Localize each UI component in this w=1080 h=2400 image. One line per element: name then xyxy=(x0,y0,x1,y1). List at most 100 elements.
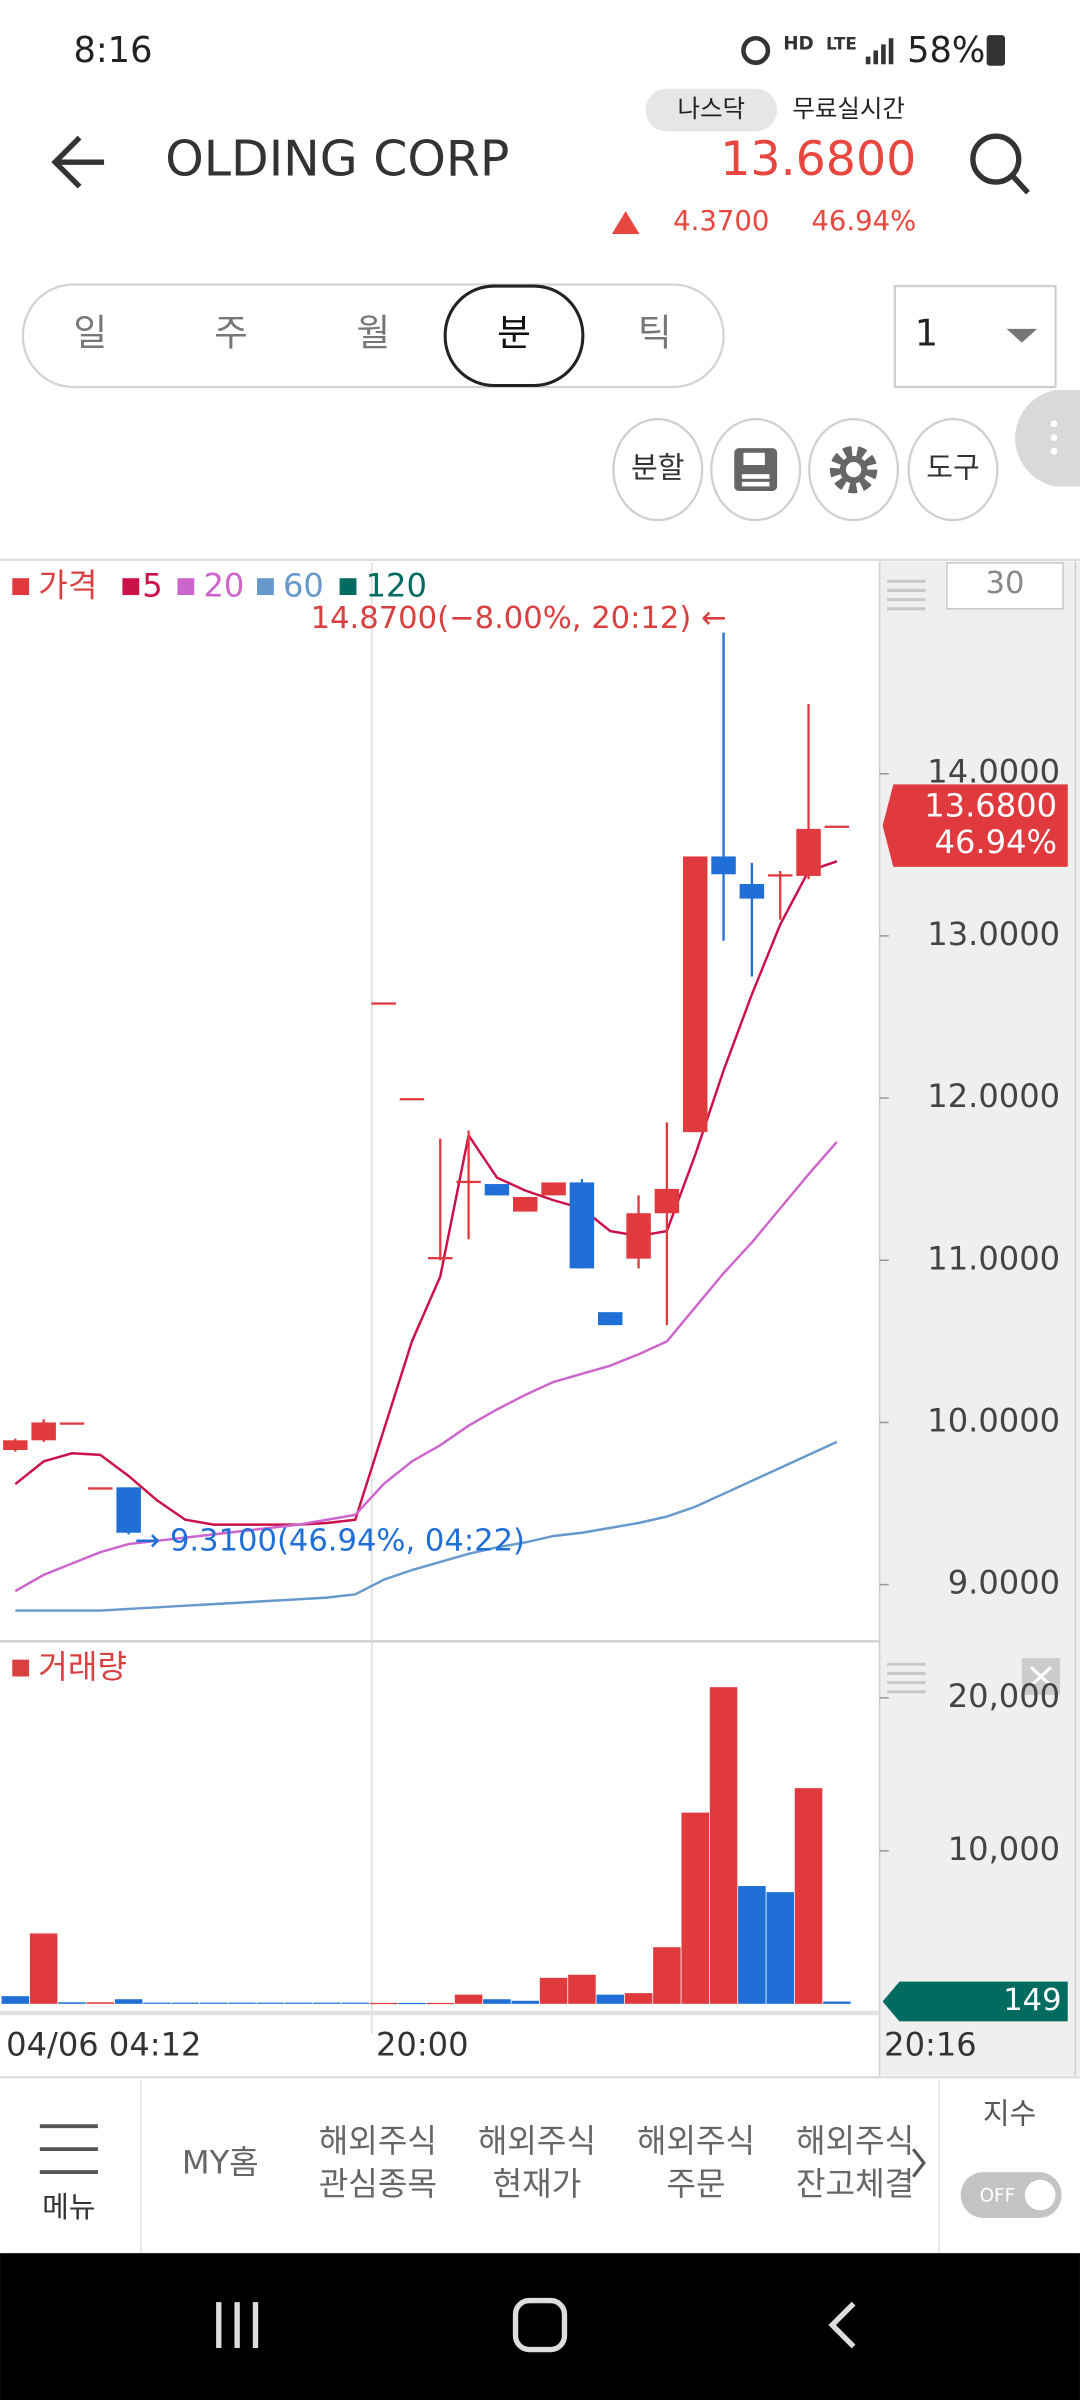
search-button[interactable] xyxy=(970,133,1030,195)
tool-button[interactable] xyxy=(907,417,999,522)
ma-line xyxy=(14,1141,838,1593)
legend-swatch xyxy=(339,578,357,596)
price-tag xyxy=(882,784,1068,867)
back-nav-button[interactable] xyxy=(828,2301,856,2349)
candle-body xyxy=(88,1487,113,1490)
svg-text:LTE: LTE xyxy=(826,33,857,53)
volume-bar xyxy=(313,2002,341,2004)
period-tab[interactable]: 분 xyxy=(497,311,531,354)
period-tab[interactable]: 틱 xyxy=(638,311,672,354)
candle-body xyxy=(59,1422,85,1425)
volume-bar xyxy=(596,1994,625,2004)
legend-label: 5 xyxy=(142,566,162,604)
current-price: 13.6800 xyxy=(720,132,916,187)
nav-item[interactable]: 해외주식 xyxy=(637,2122,755,2160)
tool-label: 도구 xyxy=(926,451,979,485)
up-arrow xyxy=(611,211,640,235)
volume-tag-value: 149 xyxy=(1003,1983,1061,2018)
battery-level: 58% xyxy=(907,30,985,71)
volume-bar xyxy=(86,2002,115,2004)
selected-tab[interactable] xyxy=(443,284,585,387)
close-panel[interactable] xyxy=(1021,1658,1061,1695)
volume-bar xyxy=(454,1994,483,2004)
nav-item[interactable]: 주문 xyxy=(666,2165,725,2203)
y-tick-label: 11.0000 xyxy=(927,1239,1060,1277)
y-tick-label: 10.0000 xyxy=(927,1401,1060,1439)
panel-menu[interactable] xyxy=(887,1662,926,1694)
toggle-knob xyxy=(1024,2179,1056,2211)
change-rate: 46.94% xyxy=(811,205,916,237)
gear-icon xyxy=(829,445,878,494)
side-drawer[interactable] xyxy=(1015,390,1080,487)
y-tick-label: 10,000 xyxy=(948,1830,1060,1868)
volume-bar xyxy=(143,2002,171,2004)
volume-bar xyxy=(58,2002,86,2004)
nav-item[interactable]: 관심종목 xyxy=(319,2165,437,2203)
recents-button[interactable] xyxy=(216,2302,259,2348)
last-time: 20:16 xyxy=(884,2026,977,2064)
high-annotation: 14.8700(−8.00%, 20:12) ← xyxy=(311,601,727,636)
volume-tag xyxy=(882,1981,1068,2022)
count-box[interactable] xyxy=(946,562,1064,610)
split-button[interactable] xyxy=(612,417,704,522)
candle-body xyxy=(541,1182,566,1196)
volume-bar xyxy=(256,2002,285,2004)
period-tab[interactable]: 일 xyxy=(73,311,107,354)
drawer-dots xyxy=(1050,420,1058,455)
candle-body xyxy=(626,1213,651,1259)
y-tick-label: 20,000 xyxy=(948,1677,1060,1715)
split-label: 분할 xyxy=(631,451,684,485)
feed-label: 무료실시간 xyxy=(792,94,905,123)
system-nav xyxy=(0,2253,1080,2400)
nav-more[interactable] xyxy=(912,2148,926,2178)
nav-item[interactable]: MY홈 xyxy=(182,2143,259,2181)
candle-body xyxy=(3,1440,28,1451)
volume-bar xyxy=(1,1996,30,2004)
candle-body xyxy=(513,1197,538,1212)
nav-item[interactable]: 해외주식 xyxy=(478,2122,596,2160)
volume-bar xyxy=(766,1892,794,2004)
volume-bar xyxy=(511,2000,540,2004)
status-time: 8:16 xyxy=(73,30,152,71)
candle-body xyxy=(654,1188,680,1214)
volume-bar xyxy=(483,1999,511,2004)
volume-bar xyxy=(653,1947,681,2004)
interval-select[interactable] xyxy=(893,284,1057,389)
volume-bar xyxy=(398,2002,426,2005)
x-tick-label: 20:00 xyxy=(376,2026,469,2064)
candle-body xyxy=(371,1002,396,1005)
volume-bar xyxy=(624,1993,653,2004)
nav-item[interactable]: 해외주식 xyxy=(319,2122,437,2160)
y-tick-label: 12.0000 xyxy=(927,1077,1060,1115)
svg-text:HD: HD xyxy=(783,33,814,54)
dropdown-arrow xyxy=(1006,328,1038,343)
candle-body xyxy=(428,1257,453,1260)
back-button[interactable] xyxy=(51,135,105,189)
interval-value: 1 xyxy=(915,311,938,354)
volume-bar xyxy=(426,2002,455,2005)
ma-line xyxy=(14,860,838,1526)
volume-bar xyxy=(738,1886,766,2004)
candle-body xyxy=(484,1184,510,1196)
volume-bar xyxy=(114,1999,143,2004)
home-button[interactable] xyxy=(512,2297,568,2353)
menu-button[interactable] xyxy=(39,2124,98,2174)
nav-item[interactable]: 잔고체결 xyxy=(796,2165,914,2203)
candle-body xyxy=(569,1182,595,1269)
candle-body xyxy=(824,825,850,828)
nav-item[interactable]: 해외주식 xyxy=(796,2122,914,2160)
period-tab[interactable]: 월 xyxy=(356,311,390,354)
price-tag-value: 13.6800 xyxy=(924,786,1057,824)
visible-count: 30 xyxy=(986,566,1025,601)
candle-body xyxy=(739,884,765,899)
nav-item[interactable]: 현재가 xyxy=(493,2165,582,2203)
period-tab[interactable]: 주 xyxy=(214,311,248,354)
volume-bar xyxy=(284,2002,313,2004)
legend-swatch xyxy=(122,578,140,596)
candle-body xyxy=(399,1098,425,1101)
panel-menu[interactable] xyxy=(887,579,926,611)
y-tick-label: 9.0000 xyxy=(948,1564,1060,1602)
legend-label: 60 xyxy=(283,566,324,604)
candle-body xyxy=(796,828,821,876)
candle-body xyxy=(456,1180,481,1184)
